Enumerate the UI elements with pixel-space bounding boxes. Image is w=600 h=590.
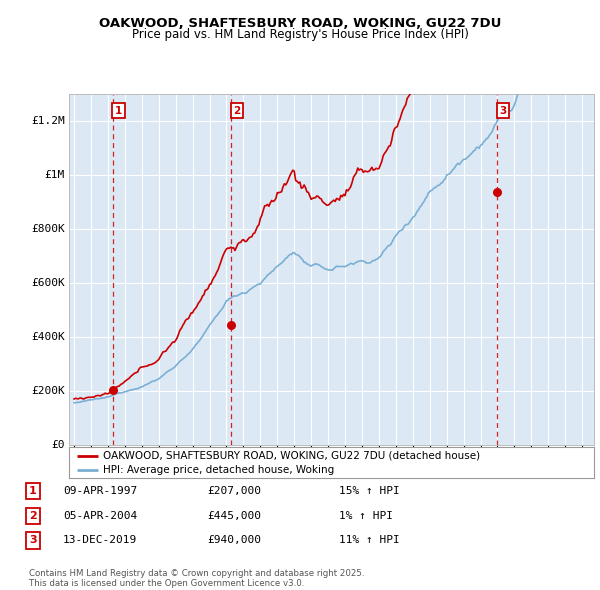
Point [226, 320, 236, 330]
Text: £800K: £800K [31, 224, 65, 234]
Text: 1: 1 [115, 106, 122, 116]
Text: £1M: £1M [44, 171, 65, 181]
Text: 1% ↑ HPI: 1% ↑ HPI [339, 511, 393, 520]
Text: 1: 1 [29, 486, 37, 496]
Text: OAKWOOD, SHAFTESBURY ROAD, WOKING, GU22 7DU (detached house): OAKWOOD, SHAFTESBURY ROAD, WOKING, GU22 … [103, 451, 480, 461]
Text: HPI: Average price, detached house, Woking: HPI: Average price, detached house, Woki… [103, 466, 334, 475]
Text: 3: 3 [29, 536, 37, 545]
Text: OAKWOOD, SHAFTESBURY ROAD, WOKING, GU22 7DU: OAKWOOD, SHAFTESBURY ROAD, WOKING, GU22 … [99, 17, 501, 30]
Text: 3: 3 [499, 106, 506, 116]
Text: 15% ↑ HPI: 15% ↑ HPI [339, 486, 400, 496]
Text: £600K: £600K [31, 278, 65, 289]
Text: 05-APR-2004: 05-APR-2004 [63, 511, 137, 520]
Text: £400K: £400K [31, 332, 65, 342]
Text: 09-APR-1997: 09-APR-1997 [63, 486, 137, 496]
Text: £445,000: £445,000 [207, 511, 261, 520]
Text: £940,000: £940,000 [207, 536, 261, 545]
Text: £1.2M: £1.2M [31, 116, 65, 126]
Point [108, 385, 118, 394]
Text: 11% ↑ HPI: 11% ↑ HPI [339, 536, 400, 545]
Text: 13-DEC-2019: 13-DEC-2019 [63, 536, 137, 545]
Text: £0: £0 [52, 441, 65, 450]
Text: £200K: £200K [31, 386, 65, 396]
Text: 2: 2 [29, 511, 37, 520]
Text: Contains HM Land Registry data © Crown copyright and database right 2025.
This d: Contains HM Land Registry data © Crown c… [29, 569, 364, 588]
Point [492, 187, 502, 196]
Text: 2: 2 [233, 106, 241, 116]
Text: Price paid vs. HM Land Registry's House Price Index (HPI): Price paid vs. HM Land Registry's House … [131, 28, 469, 41]
Text: £207,000: £207,000 [207, 486, 261, 496]
